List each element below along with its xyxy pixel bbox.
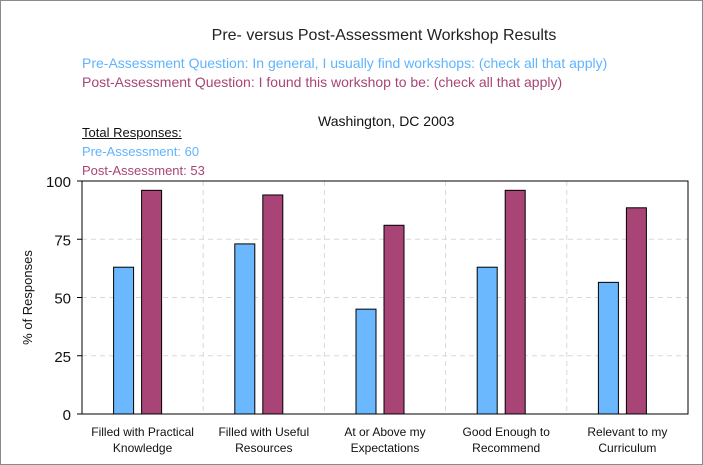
bar-pre-assessment: [597, 281, 619, 415]
total-responses-heading: Total Responses:: [82, 125, 182, 140]
y-tick-label: 100: [46, 174, 71, 191]
plot-area-border: [81, 180, 689, 415]
bar-post-assessment: [504, 189, 526, 415]
x-category-label: At or Above my Expectations: [344, 425, 425, 455]
x-category-label: Filled with Useful Resources: [218, 425, 309, 455]
bar-pre-assessment: [113, 266, 135, 415]
total-post-assessment: Post-Assessment: 53: [82, 163, 205, 178]
bar-post-assessment: [141, 189, 163, 415]
x-category-label: Relevant to my Curriculum: [587, 425, 667, 455]
bar-post-assessment: [383, 224, 405, 415]
pre-assessment-question: Pre-Assessment Question: In general, I u…: [82, 55, 608, 71]
bar-pre-assessment: [234, 243, 256, 415]
bar-post-assessment: [625, 207, 647, 415]
chart-title: Pre- versus Post-Assessment Workshop Res…: [211, 27, 557, 44]
bar-pre-assessment: [355, 308, 377, 415]
x-category-label: Filled with Practical Knowledge: [91, 425, 194, 455]
y-axis-label: % of Responses: [20, 250, 35, 345]
total-pre-assessment: Pre-Assessment: 60: [82, 144, 200, 159]
post-assessment-question: Post-Assessment Question: I found this w…: [82, 74, 563, 90]
y-tick-label: 25: [54, 349, 71, 366]
chart-subtitle: Washington, DC 2003: [318, 113, 455, 129]
y-tick-label: 0: [63, 407, 71, 424]
bar-post-assessment: [262, 194, 284, 415]
bar-pre-assessment: [476, 266, 498, 415]
y-tick-label: 75: [54, 232, 71, 249]
x-category-label: Good Enough to Recommend: [462, 425, 550, 455]
y-tick-label: 50: [54, 291, 71, 308]
